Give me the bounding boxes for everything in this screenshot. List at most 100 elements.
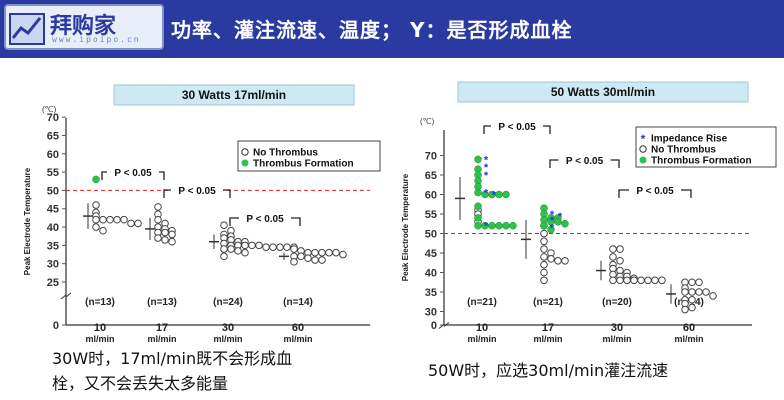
impedance-rise-point: * — [558, 211, 563, 223]
chart-title-box — [457, 81, 749, 103]
impedance-rise-point: * — [492, 190, 497, 202]
y-tick-label: 25 — [47, 277, 59, 289]
no-thrombus-point — [332, 248, 340, 257]
impedance-rise-point: * — [484, 170, 489, 182]
no-thrombus-point — [609, 253, 617, 261]
caption-left: 30W时，17ml/min既不会形成血 栓，又不会丢失太多能量 — [52, 346, 292, 396]
y-tick-label: 35 — [425, 287, 437, 299]
chart-title-box — [113, 84, 355, 106]
n-count-label: (n=20) — [602, 297, 632, 308]
legend-entry: Thrombus Formation — [651, 156, 752, 167]
p-value-label: P < 0.05 — [114, 168, 152, 179]
no-thrombus-point — [609, 245, 617, 253]
thrombus-point — [474, 155, 482, 164]
no-thrombus-point — [290, 258, 298, 266]
no-thrombus-point — [616, 276, 624, 285]
n-count-label: (n=21) — [533, 297, 563, 308]
legend-thrombus-icon — [639, 156, 647, 164]
chart-logo-icon — [9, 13, 45, 45]
no-thrombus-point — [99, 226, 107, 235]
chart-title: 50 Watts 30ml/min — [551, 85, 655, 99]
thrombus-point — [561, 220, 569, 228]
p-value-label: P < 0.05 — [178, 186, 216, 197]
impedance-rise-point: * — [484, 154, 489, 166]
no-thrombus-point — [609, 276, 617, 285]
y-tick-label: 0 — [431, 320, 437, 332]
no-thrombus-point — [540, 229, 548, 238]
no-thrombus-point — [688, 278, 696, 287]
caption-left-line1: 30W时，17ml/min既不会形成血 — [52, 349, 293, 368]
y-tick-label: 0 — [53, 320, 59, 332]
caption-right: 50W时，应选30ml/min灌注流速 — [428, 361, 669, 380]
no-thrombus-point — [339, 250, 347, 259]
logo-url: www.ipoipo.cn — [52, 35, 141, 44]
legend-thrombus-icon — [241, 159, 249, 167]
y-tick-label: 40 — [47, 222, 59, 234]
impedance-rise-point: * — [484, 188, 489, 200]
impedance-rise-point: * — [550, 223, 555, 235]
n-count-label: (n=24) — [213, 297, 243, 308]
impedance-rise-point: * — [484, 221, 489, 233]
legend-entry: No Thrombus — [651, 145, 716, 156]
p-value-label-bg — [107, 166, 159, 178]
p-value-label-bg — [491, 120, 543, 132]
thrombus-point — [554, 218, 562, 226]
impedance-rise-point: * — [484, 162, 489, 174]
no-thrombus-point — [297, 252, 305, 261]
no-thrombus-point — [161, 228, 169, 237]
thrombus-point — [474, 214, 482, 222]
no-thrombus-point — [688, 303, 696, 312]
no-thrombus-point — [637, 276, 645, 285]
y-tick-label: 45 — [47, 204, 59, 216]
legend-box — [635, 126, 777, 168]
y-tick-label: 45 — [425, 248, 437, 260]
y-tick-label: 60 — [47, 149, 59, 161]
x-category-unit: ml/min — [467, 334, 496, 344]
n-count-label: (n=14) — [674, 297, 704, 308]
no-thrombus-point — [134, 219, 142, 228]
no-thrombus-point — [554, 257, 562, 265]
p-value-label: P < 0.05 — [636, 186, 674, 197]
axis-break-mark — [438, 322, 450, 329]
thrombus-point — [474, 202, 482, 210]
x-category-label: 60 — [292, 322, 304, 334]
thrombus-point — [474, 188, 482, 197]
legend-impedance-icon: * — [641, 132, 646, 146]
legend-entry: Impedance Rise — [651, 134, 728, 145]
thrombus-point — [509, 221, 517, 230]
p-value-label: P < 0.05 — [498, 122, 536, 133]
no-thrombus-point — [681, 288, 689, 296]
n-count-label: (n=21) — [467, 297, 497, 308]
no-thrombus-point — [304, 254, 312, 262]
no-thrombus-point — [234, 247, 242, 255]
no-thrombus-point — [540, 276, 548, 285]
y-tick-label: 50 — [47, 185, 59, 197]
thrombus-point — [547, 225, 555, 234]
y-tick-label: 60 — [425, 190, 437, 202]
watermark-logo: 拜购家 www.ipoipo.cn — [4, 4, 164, 50]
no-thrombus-point — [695, 278, 703, 287]
no-thrombus-point — [290, 245, 298, 253]
no-thrombus-point — [120, 215, 128, 224]
no-thrombus-point — [540, 253, 548, 261]
y-unit-label: (℃) — [420, 117, 435, 126]
y-tick-label: 55 — [47, 167, 59, 179]
no-thrombus-point — [688, 288, 696, 296]
y-tick-label: 65 — [425, 170, 437, 182]
logo-text: 拜购家 — [50, 14, 117, 39]
no-thrombus-point — [658, 276, 666, 285]
p-value-label-bg — [558, 154, 611, 166]
no-thrombus-point — [623, 276, 631, 285]
x-category-unit: ml/min — [85, 334, 114, 344]
x-category-label: 30 — [611, 322, 623, 334]
p-value-label-bg — [239, 212, 291, 224]
thrombus-point — [488, 221, 496, 230]
no-thrombus-point — [241, 248, 249, 257]
y-tick-label: 70 — [47, 112, 59, 124]
p-value-label: P < 0.05 — [246, 214, 284, 225]
x-category-unit: ml/min — [602, 334, 631, 344]
no-thrombus-point — [318, 256, 326, 264]
no-thrombus-point — [540, 268, 548, 277]
x-category-label: 17 — [542, 322, 554, 334]
